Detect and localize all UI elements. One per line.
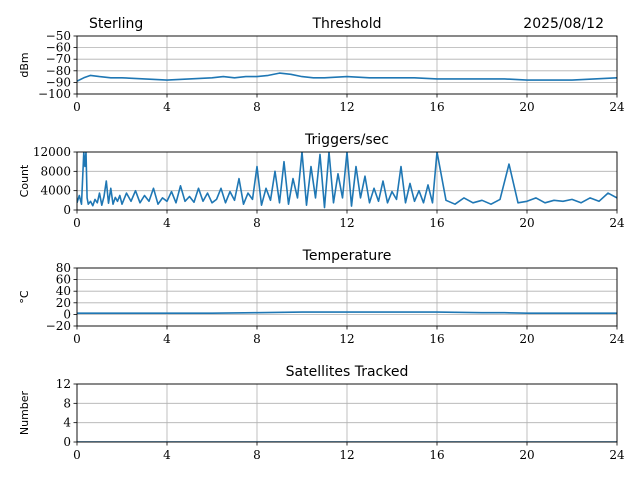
y-tick-label: −100	[38, 87, 71, 101]
x-tick-label: 12	[339, 448, 354, 462]
x-tick-label: 12	[339, 332, 354, 346]
chart-title: Temperature	[302, 248, 392, 264]
x-tick-label: 20	[519, 448, 534, 462]
x-tick-label: 4	[163, 332, 171, 346]
chart-title: Satellites Tracked	[286, 364, 409, 380]
header-date: 2025/08/12	[523, 16, 604, 32]
x-tick-label: 12	[339, 100, 354, 114]
x-tick-label: 16	[429, 448, 444, 462]
x-tick-label: 0	[73, 100, 81, 114]
x-tick-label: 4	[163, 100, 171, 114]
x-tick-label: 20	[519, 332, 534, 346]
x-tick-label: 0	[73, 332, 81, 346]
chart-panel-1: 0 4 8 12 16 20 24 0 4000 8000 12000 Triggers/sec Cou…	[18, 132, 625, 230]
y-tick-label: 0	[63, 435, 71, 449]
x-tick-label: 20	[519, 216, 534, 230]
x-tick-label: 24	[609, 100, 625, 114]
y-tick-label: 0	[63, 203, 71, 217]
x-tick-label: 24	[609, 448, 625, 462]
chart-title: Triggers/sec	[304, 132, 389, 148]
y-axis-label: Number	[18, 390, 31, 435]
y-axis-label: °C	[18, 290, 31, 304]
y-tick-label: 8000	[40, 164, 71, 178]
x-tick-label: 24	[609, 216, 625, 230]
y-tick-label: 8	[63, 396, 71, 410]
x-tick-label: 4	[163, 216, 171, 230]
y-axis-label: dBm	[18, 52, 31, 77]
y-tick-label: 80	[56, 261, 71, 275]
x-tick-label: 24	[609, 332, 625, 346]
header-station: Sterling	[89, 16, 143, 32]
x-tick-label: 12	[339, 216, 354, 230]
y-tick-label: 12000	[33, 145, 71, 159]
chart-panel-3: 0 4 8 12 16 20 24 0 4 8 12 Satellites Tracked Number	[18, 364, 625, 462]
x-tick-label: 8	[253, 332, 261, 346]
x-tick-label: 0	[73, 448, 81, 462]
y-tick-label: 12	[56, 377, 71, 391]
x-tick-label: 0	[73, 216, 81, 230]
x-tick-label: 20	[519, 100, 534, 114]
y-tick-label: 4	[63, 416, 71, 430]
y-axis-label: Count	[18, 164, 31, 197]
x-tick-label: 16	[429, 100, 444, 114]
x-tick-label: 8	[253, 216, 261, 230]
x-tick-label: 16	[429, 216, 444, 230]
y-tick-label: 4000	[40, 184, 71, 198]
x-tick-label: 8	[253, 448, 261, 462]
x-tick-label: 4	[163, 448, 171, 462]
x-tick-label: 16	[429, 332, 444, 346]
chart-title: Threshold	[312, 16, 382, 32]
x-tick-label: 8	[253, 100, 261, 114]
